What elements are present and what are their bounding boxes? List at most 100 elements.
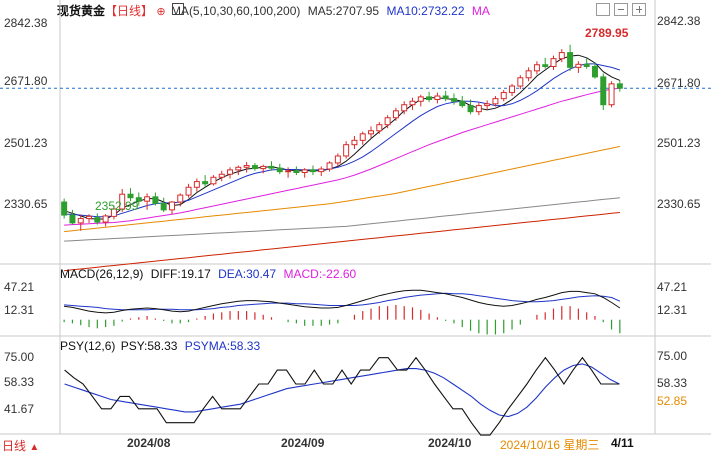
candle-body (318, 168, 325, 173)
psy-label: PSY:58.33 (120, 339, 178, 353)
candle-body (533, 64, 540, 72)
ma10-value: 2732.22 (421, 4, 465, 18)
candle-body (94, 217, 101, 223)
ma10-label: MA10:2732.22 (386, 4, 465, 18)
candle-body (260, 165, 267, 170)
main-ytick-left-1: 2671.80 (4, 74, 48, 88)
psyma-label: PSYMA:58.33 (184, 339, 261, 353)
ma5-value: 2707.95 (335, 4, 380, 18)
psy-line (64, 356, 620, 436)
candle-body (351, 139, 358, 146)
psy-last-value: 52.85 (657, 394, 688, 408)
settings-gear-icon[interactable]: ⊕ (156, 6, 166, 18)
candle-body (442, 95, 449, 100)
footer-period-button[interactable]: 日线 ▲ (2, 437, 39, 454)
candle-body (600, 76, 607, 106)
main-ytick-right-2: 2501.23 (657, 136, 701, 150)
candle-body (484, 103, 491, 107)
candle-body (343, 144, 350, 157)
candle-body (500, 92, 507, 100)
candle-body (384, 117, 391, 126)
low-annotation: 2352.99 (95, 199, 139, 213)
ma-line-ma100 (64, 197, 620, 242)
footer-time: 4/11 (611, 436, 634, 450)
candle-body (434, 95, 441, 101)
ma-line-ma200 (64, 212, 620, 272)
candle-body (334, 155, 341, 164)
candle-body (127, 193, 134, 199)
psy-params: PSY(12,6) (60, 339, 116, 353)
macd-ytick-left-1: 12.31 (4, 303, 35, 317)
candle-body (417, 96, 424, 102)
candle-body (616, 83, 623, 89)
macd-header: MACD(26,12,9) DIFF:19.17 DEA:30.47 MACD:… (60, 267, 356, 281)
macd-params: MACD(26,12,9) (60, 267, 144, 281)
main-ytick-left-2: 2501.23 (4, 136, 48, 150)
high-annotation: 2789.95 (585, 26, 629, 40)
candle-body (326, 162, 333, 170)
candle-body (475, 105, 482, 113)
psy-ytick-left-0: 75.00 (4, 350, 35, 364)
candle-body (119, 193, 126, 210)
candle-body (309, 169, 316, 173)
candle-body (368, 130, 375, 135)
macd-value-label: MACD:-22.60 (283, 267, 357, 281)
candle-body (301, 169, 308, 173)
candle-body (168, 201, 175, 211)
candle-body (69, 214, 76, 224)
candle-body (177, 194, 184, 203)
candle-body (608, 83, 615, 106)
candle-body (509, 85, 516, 94)
candle-body (293, 170, 300, 173)
candle-body (77, 218, 84, 224)
grid-view-icon[interactable] (596, 3, 610, 16)
psyma-line (64, 363, 620, 418)
chart-title: 现货黄金 (57, 4, 106, 18)
candle-body (285, 170, 292, 173)
candle-body (102, 215, 109, 223)
main-chart-header: 现货黄金【日线】 ⊕ MA(5,10,30,60,100,200) MA5:27… (57, 2, 490, 19)
candle-body (210, 176, 217, 185)
psy-header: PSY(12,6) PSY:58.33 PSYMA:58.33 (60, 339, 260, 353)
ma-label: MA (471, 4, 490, 18)
minus-icon[interactable] (614, 3, 628, 16)
candle-body (459, 100, 466, 107)
macd-ytick-left-0: 47.21 (4, 280, 35, 294)
candle-body (218, 173, 225, 178)
xtick-2: 2024/10 (428, 436, 472, 450)
plus-icon[interactable] (632, 3, 646, 16)
ma-line-ma60 (64, 145, 621, 233)
diff-line (64, 289, 621, 314)
psy-ytick-left-2: 41.67 (4, 402, 35, 416)
candle-body (558, 52, 565, 60)
candle-body (359, 133, 366, 141)
candle-body (235, 166, 242, 171)
candle-body (525, 70, 532, 79)
psy-ytick-right-1: 58.33 (657, 376, 688, 390)
main-ytick-left-3: 2330.65 (4, 197, 48, 211)
candle-body (193, 181, 200, 188)
candle-body (135, 197, 142, 202)
candle-body (110, 208, 117, 217)
main-ytick-right-3: 2330.65 (657, 197, 701, 211)
candle-body (409, 100, 416, 106)
ma-line-ma30 (64, 87, 620, 226)
xtick-1: 2024/09 (281, 436, 325, 450)
triangle-up-icon: ▲ (29, 442, 40, 453)
dea-label: DEA:30.47 (218, 267, 277, 281)
chart-type-icon[interactable] (172, 3, 184, 15)
period-tag[interactable]: 【日线】 (105, 4, 154, 18)
diff-label: DIFF:19.17 (150, 267, 211, 281)
candle-body (202, 181, 209, 185)
main-ytick-right-1: 2671.80 (657, 76, 701, 90)
candle-body (243, 165, 250, 168)
candle-body (227, 169, 234, 175)
xtick-0: 2024/08 (127, 436, 171, 450)
footer-period: 日线 (2, 439, 27, 453)
candle-body (160, 202, 167, 211)
candle-body (392, 110, 399, 119)
ma-header: MA(5,10,30,60,100,200) (170, 4, 301, 18)
candle-body (268, 165, 275, 169)
candle-body (450, 98, 457, 102)
